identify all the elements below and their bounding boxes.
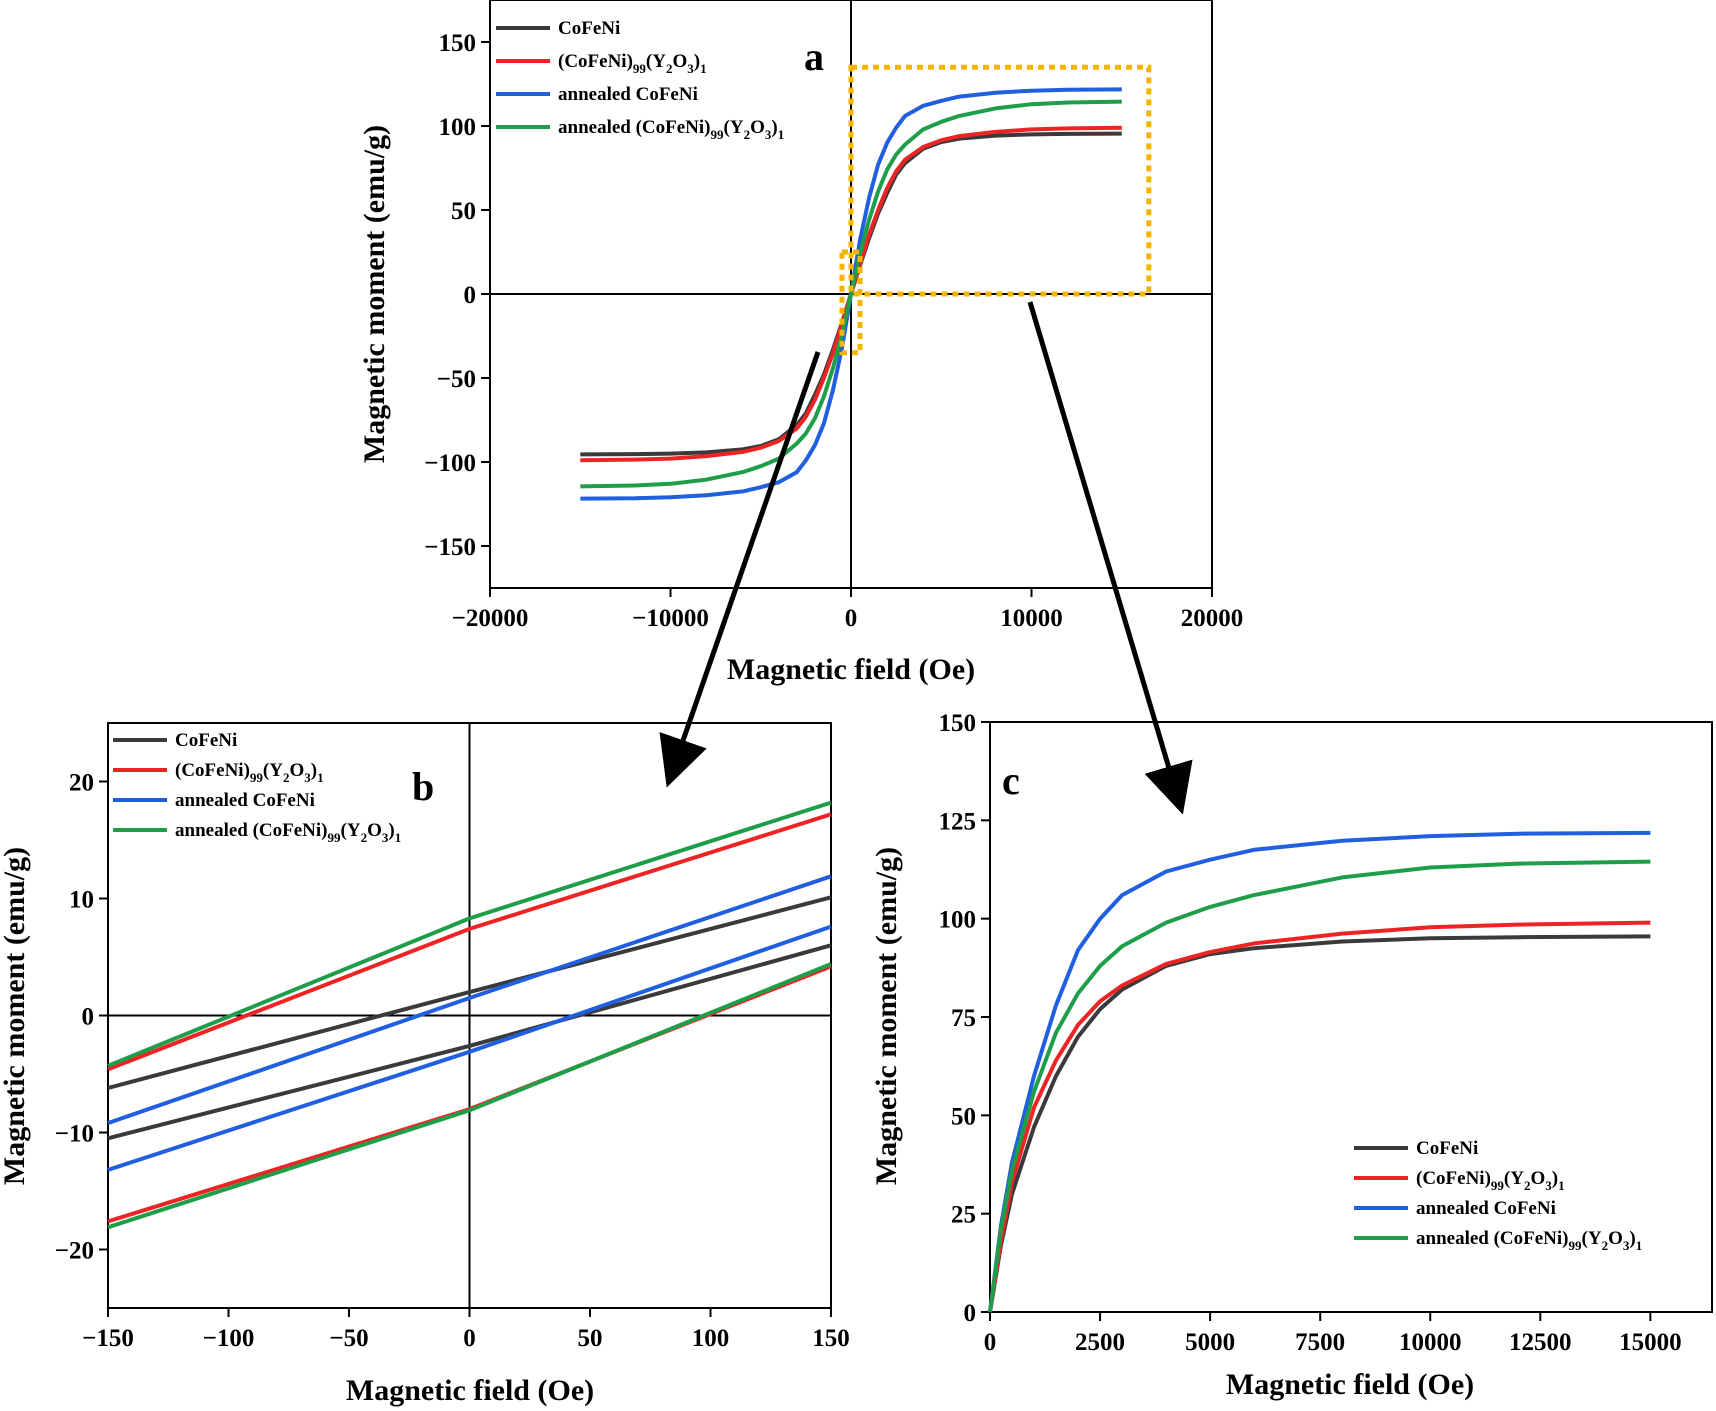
panel-b-chart: −150 −100 −50 0 50 100 150−20−1001020CoFeNi(Co… — [0, 722, 850, 1407]
panel-a-legend-label: (CoFeNi)99(Y2O3)1 — [558, 51, 707, 76]
panel-c-series-CoFeNi_Y2O3 — [988, 920, 1651, 1313]
panel-c-series-annealed_CoFeNi — [988, 830, 1651, 1313]
panel-b-xtick-label: 50 — [578, 1325, 603, 1352]
panel-a-zoom-box — [848, 64, 1152, 297]
panel-b-xtick-label: 150 — [812, 1325, 850, 1352]
panel-c-ytick-label: 50 — [951, 1103, 976, 1130]
panel-b-series-CoFeNi — [107, 943, 832, 1141]
panel-b-series-annealed_CoFeNi — [107, 924, 832, 1172]
panel-c-legend-label: annealed (CoFeNi)99(Y2O3)1 — [1416, 1228, 1642, 1253]
panel-b-legend-label: (CoFeNi)99(Y2O3)1 — [175, 760, 324, 785]
panel-b-series-annealed_CoFeNi — [107, 874, 832, 1125]
panel-b-xtick-label: −100 — [203, 1325, 255, 1352]
panel-a-xlabel: Magnetic field (Oe) — [727, 653, 975, 686]
panel-a-xtick-label: −20000 — [452, 605, 529, 632]
panel-b-series-CoFeNi — [107, 895, 832, 1090]
panel-c-letter: c — [1002, 758, 1020, 803]
panel-c-xtick-label: 15000 — [1619, 1329, 1682, 1356]
panel-b-ytick-label: −10 — [55, 1121, 94, 1148]
panel-b-series-annealed_CoFeNi_Y2O3 — [107, 962, 832, 1230]
panel-b-letter: b — [412, 764, 434, 809]
panel-c-ytick-label: 150 — [939, 710, 977, 737]
zoom-arrow-to-b — [659, 351, 821, 788]
panel-c-xtick-label: 12500 — [1509, 1329, 1572, 1356]
panel-a-xtick-label: −10000 — [632, 605, 709, 632]
panel-b-ytick-label: 20 — [69, 770, 94, 797]
panel-a-xtick-label: 20000 — [1181, 605, 1244, 632]
panel-a-legend-label: CoFeNi — [558, 18, 620, 39]
panel-c-legend-label: (CoFeNi)99(Y2O3)1 — [1416, 1168, 1565, 1193]
panel-a-ytick-label: −100 — [424, 450, 476, 477]
panel-b-ytick-label: 10 — [69, 887, 94, 914]
panel-b-series-CoFeNi_Y2O3 — [107, 812, 832, 1072]
panel-c-legend-label: CoFeNi — [1416, 1138, 1478, 1159]
panel-c-ytick-label: 75 — [951, 1005, 976, 1032]
panel-c-chart: 0 2500 5000 7500 10000 12500 15000 0 25 50 75 100 12… — [870, 710, 1713, 1401]
panel-a-chart: −20000 −10000 0 10000 20000 −150 −100 −50 0 50 100… — [358, 0, 1243, 686]
panel-a-letter: a — [804, 34, 824, 79]
panel-b-series-annealed_CoFeNi_Y2O3 — [107, 800, 832, 1068]
panel-b-xtick-label: 0 — [463, 1325, 476, 1352]
panel-b-ytick-label: 0 — [82, 1004, 95, 1031]
panel-a-legend-label: annealed CoFeNi — [558, 84, 698, 105]
panel-c-series-CoFeNi — [988, 934, 1651, 1313]
panel-b-xtick-label: 100 — [692, 1325, 730, 1352]
panel-a-ylabel: Magnetic moment (emu/g) — [358, 125, 391, 463]
panel-c-xtick-label: 0 — [984, 1329, 997, 1356]
panel-c-xtick-label: 5000 — [1185, 1329, 1235, 1356]
panel-a-ytick-label: 100 — [439, 114, 477, 141]
panel-b-xlabel: Magnetic field (Oe) — [346, 1374, 594, 1407]
panel-b-legend-label: CoFeNi — [175, 730, 237, 751]
panel-a-ytick-label: 0 — [464, 282, 477, 309]
panel-c-ylabel: Magnetic moment (emu/g) — [870, 847, 903, 1185]
panel-a-series-annealed_CoFeNi_Y2O3 — [580, 99, 1122, 489]
panel-a-xtick-label: 0 — [845, 605, 858, 632]
panel-c-xlabel: Magnetic field (Oe) — [1226, 1368, 1474, 1401]
panel-b-legend-label: annealed CoFeNi — [175, 790, 315, 811]
panel-c-legend-label: annealed CoFeNi — [1416, 1198, 1556, 1219]
panel-b-xtick-label: −50 — [329, 1325, 368, 1352]
panel-a-zoom-box — [839, 249, 863, 356]
panel-b-xtick-label: −150 — [82, 1325, 134, 1352]
panel-a-ytick-label: −150 — [424, 534, 476, 561]
panel-b-legend-label: annealed (CoFeNi)99(Y2O3)1 — [175, 820, 401, 845]
panel-c-frame — [989, 721, 1713, 1313]
panel-a-ytick-label: 150 — [439, 30, 477, 57]
zoom-arrow-to-c — [1027, 301, 1193, 815]
panel-b-ytick-label: −20 — [55, 1238, 94, 1265]
panel-c-ytick-label: 100 — [939, 907, 977, 934]
panel-c-ytick-label: 125 — [939, 808, 977, 835]
panel-a-ytick-label: 50 — [451, 198, 476, 225]
panel-c-xtick-label: 10000 — [1399, 1329, 1462, 1356]
panel-c-ytick-label: 25 — [951, 1202, 976, 1229]
panel-c-xtick-label: 2500 — [1075, 1329, 1125, 1356]
panel-c-ytick-label: 0 — [964, 1300, 977, 1327]
panel-a-ytick-label: −50 — [437, 366, 476, 393]
panel-a-legend-label: annealed (CoFeNi)99(Y2O3)1 — [558, 117, 784, 142]
panel-c-series-annealed_CoFeNi_Y2O3 — [988, 859, 1651, 1313]
panel-a-xtick-label: 10000 — [1000, 605, 1063, 632]
panel-b-ylabel: Magnetic moment (emu/g) — [0, 847, 31, 1185]
panel-c-xtick-label: 7500 — [1295, 1329, 1345, 1356]
